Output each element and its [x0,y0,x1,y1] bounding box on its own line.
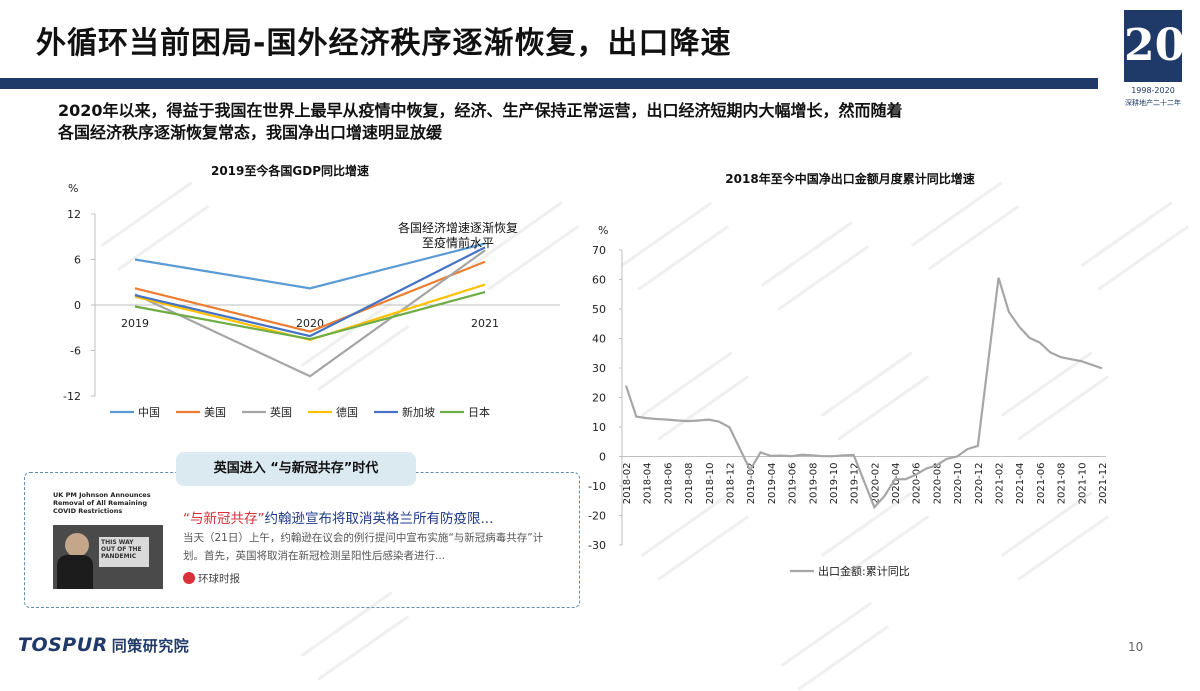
gdp-y-unit: % [68,182,78,195]
gdp-y-tick-label: 12 [67,208,81,221]
gdp-y-tick-label: 6 [74,254,81,267]
export-legend: 出口金额:累计同比 [790,564,910,578]
export-y-tick-label: -30 [588,539,606,552]
brand-cn: 同策研究院 [111,637,190,655]
export-x-tick-label: 2020-02 [870,463,881,505]
export-series-line [624,277,1103,510]
news-thumbnail: UK PM Johnson Announces Removal of All R… [53,491,163,591]
export-y-tick-label: 70 [592,244,606,257]
export-x-tick-label: 2020-12 [974,463,985,505]
export-x-tick-label: 2018-02 [622,463,633,505]
export-chart-title: 2018年至今中国净出口金额月度累计同比增速 [725,172,975,186]
gdp-legend-label: 日本 [468,405,490,419]
logo-years: 1998-2020 [1131,86,1175,95]
export-x-tick-label: 2020-04 [891,463,902,505]
news-headline-highlight: “与新冠共存” [183,511,265,527]
gdp-series-line-japan [134,291,486,341]
export-y-tick-label: 30 [592,362,606,375]
gdp-series-group [134,242,486,378]
gdp-legend-label: 美国 [204,406,226,419]
gdp-legend-label: 德国 [336,405,358,419]
export-x-tick-label: 2021-08 [1057,463,1068,505]
news-body: 当天（21日）上午，约翰逊在议会的例行提问中宣布实施“与新冠病毒共存”计划。首先… [183,532,544,562]
news-headline[interactable]: “与新冠共存”约翰逊宣布将取消英格兰所有防疫限... [183,507,493,527]
export-y-tick-label: 40 [592,333,606,346]
export-x-tick-label: 2019-02 [746,463,757,505]
gdp-growth-chart: % 12 6 0 -6 -12 2019 2020 2021 各国经济增速逐渐恢复 至疫情前水… [63,182,560,419]
export-x-tick-label: 2021-04 [1015,463,1026,505]
thumbnail-sign: THIS WAY OUT OF THE PANDEMIC [99,537,149,567]
summary-line-1: 2020年以来，得益于我国在世界上最早从疫情中恢复，经济、生产保持正常运营，出口… [58,101,903,120]
news-source-label: 环球时报 [198,573,240,585]
news-source[interactable]: 环球时报 [183,571,240,586]
export-growth-chart: % 70 60 50 40 30 20 10 0 -10 -20 -30 2018-02 2018-04… [588,224,1109,578]
export-y-tick-label: 60 [592,274,606,287]
export-y-tick-label: 20 [592,392,606,405]
gdp-series-line-singapore [134,246,486,338]
export-x-tick-label: 2018-12 [725,463,736,505]
person-body [57,555,93,589]
export-x-tick-label: 2018-06 [663,463,674,505]
export-y-tick-label: -10 [588,480,606,493]
export-x-tick-label: 2021-02 [995,463,1006,505]
news-photo: THIS WAY OUT OF THE PANDEMIC [53,525,163,589]
gdp-series-line-usa [134,260,486,333]
anniversary-logo: 20 1998-2020 深耕地产二十二年 [1118,10,1188,110]
gdp-x-tick-label: 2020 [296,317,324,330]
gdp-x-tick-label: 2021 [471,317,499,330]
gdp-legend-label: 中国 [138,406,160,419]
watermark-mark [780,601,890,691]
thumbnail-caption: UK PM Johnson Announces Removal of All R… [53,491,151,515]
export-x-tick-label: 2021-12 [1098,463,1109,505]
logo-number: 20 [1124,10,1185,82]
brand-logo: TOSPUR 同策研究院 [18,634,189,656]
export-axis: 70 60 50 40 30 20 10 0 -10 -20 -30 2018-02 2018-04 20… [588,244,1109,552]
export-y-tick-label: 10 [592,421,606,434]
gdp-y-tick-label: -6 [70,345,81,358]
export-y-unit: % [598,224,608,237]
export-x-tick-label: 2018-10 [705,463,716,505]
gdp-chart-title: 2019至今各国GDP同比增速 [210,164,369,178]
export-y-tick-label: 0 [599,451,606,464]
export-x-tick-label: 2019-10 [829,463,840,505]
title-underline-bar [0,78,1098,89]
news-card[interactable]: UK PM Johnson Announces Removal of All R… [24,472,580,608]
export-y-tick-label: -20 [588,510,606,523]
news-headline-rest: 约翰逊宣布将取消英格兰所有防疫限... [264,511,494,527]
export-x-tick-label: 2021-06 [1036,463,1047,505]
export-x-tick-label: 2019-04 [767,463,778,505]
gdp-annotation-line-2: 至疫情前水平 [422,235,494,250]
export-series-group [624,277,1103,510]
gdp-series-line-uk [134,249,486,378]
export-x-tick-label: 2018-08 [684,463,695,505]
export-y-tick-label: 50 [592,303,606,316]
export-x-tick-label: 2019-08 [808,463,819,505]
brand-en: TOSPUR [18,634,108,656]
gdp-annotation-line-1: 各国经济增速逐渐恢复 [398,220,518,235]
logo-subtitle: 深耕地产二十二年 [1125,99,1181,107]
export-x-tick-label: 2021-10 [1077,462,1088,504]
export-x-tick-label: 2020-10 [953,463,964,505]
gdp-y-tick-label: 0 [74,299,81,312]
page-number: 10 [1128,640,1144,654]
export-legend-label: 出口金额:累计同比 [818,564,910,578]
gdp-x-tick-label: 2019 [121,317,149,330]
gdp-y-tick-label: -12 [63,390,81,403]
source-logo-icon [183,572,195,584]
export-x-tick-label: 2018-04 [643,463,654,505]
summary-line-2: 各国经济秩序逐渐恢复常态，我国净出口增速明显放缓 [58,123,443,142]
person-head [65,533,89,557]
gdp-legend-label: 英国 [270,405,292,419]
gdp-axis: 12 6 0 -6 -12 2019 2020 2021 [63,208,560,403]
gdp-legend: 中国 美国 英国 德国 新加坡 日本 [110,405,490,419]
export-x-tick-label: 2019-06 [788,463,799,505]
export-x-tick-label: 2020-08 [932,463,943,505]
news-tag: 英国进入 “与新冠共存”时代 [176,452,416,486]
summary-text: 2020年以来，得益于我国在世界上最早从疫情中恢复，经济、生产保持正常运营，出口… [58,100,1118,144]
gdp-series-line-china [134,242,486,290]
gdp-legend-label: 新加坡 [402,405,435,419]
export-x-tick-label: 2020-06 [912,463,923,505]
page-title: 外循环当前困局-国外经济秩序逐渐恢复，出口降速 [36,26,732,61]
export-x-tick-label: 2019-12 [850,463,861,505]
